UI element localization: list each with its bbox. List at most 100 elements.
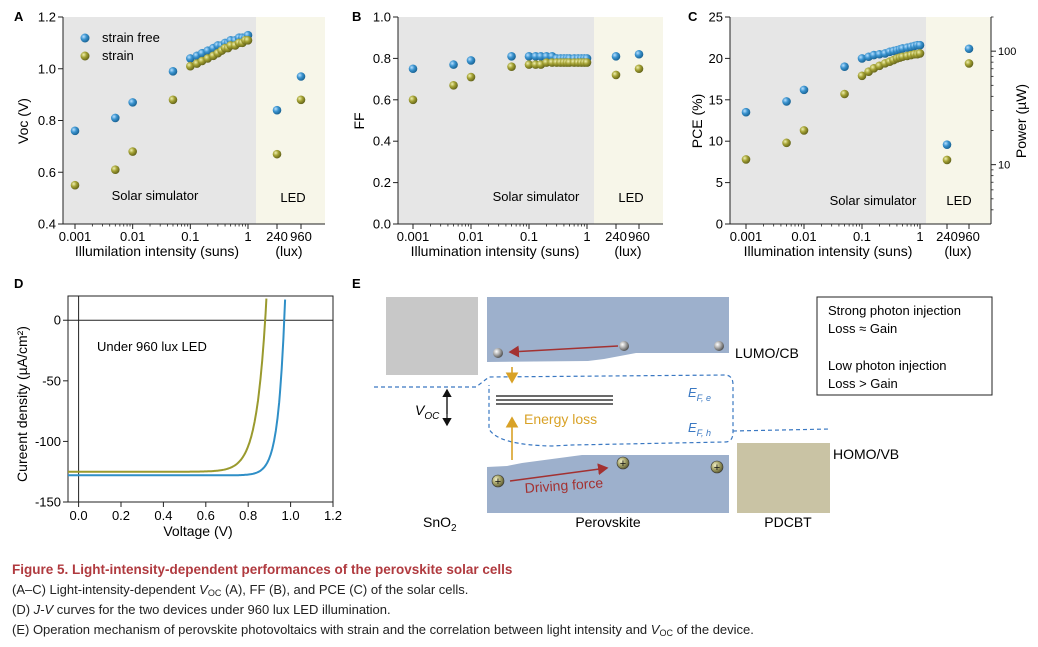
panel-d-letter: D: [14, 276, 23, 291]
pdcbt-label: PDCBT: [764, 514, 812, 530]
driving-force-label: Driving force: [524, 475, 604, 496]
point-strain-free: [524, 52, 534, 61]
panel-a-region-solar-label: Solar simulator: [112, 188, 199, 203]
panel-a-region-led-label: LED: [280, 190, 305, 205]
point-strain-free: [857, 54, 867, 63]
point-strain-free: [782, 97, 791, 106]
led-x-tick-label: 960: [958, 229, 980, 244]
legend-strain-free-label: strain free: [102, 30, 160, 45]
perovskite-label: Perovskite: [575, 514, 641, 530]
caption-line-d: (D) J-V curves for the two devices under…: [12, 602, 391, 617]
x-tick-label: 1: [244, 229, 251, 244]
panel-c-led-region: [926, 17, 991, 224]
point-strain: [915, 49, 925, 58]
y-tick-label: 0: [54, 313, 61, 328]
led-power-strain: [964, 59, 974, 68]
hole-icon: +: [616, 456, 630, 470]
point-strain-free: [408, 64, 418, 74]
jv-curve-strain: [68, 298, 268, 473]
y-tick-label: 25: [709, 10, 723, 25]
panel-b-x-label: Illumination intensity (suns): [411, 243, 580, 259]
figure-canvas: A 0.40.60.81.01.2 0.001 0.01 0.1 1 240 960 So…: [14, 9, 1029, 539]
pdcbt-block: [737, 443, 830, 513]
x-tick-label: 0.01: [791, 229, 816, 244]
x-tick-label: 0.1: [520, 229, 538, 244]
panel-c-letter: C: [688, 9, 698, 24]
caption-title: Figure 5. Light-intensity-dependent perf…: [12, 562, 513, 577]
perovskite-conduction-band: [487, 297, 729, 362]
panel-a-x-label: Illumilation intensity (suns): [75, 243, 239, 259]
y-tick-label: -50: [42, 373, 61, 388]
panel-b-region-solar-label: Solar simulator: [493, 189, 580, 204]
y-tick-label: 0.0: [373, 217, 391, 232]
point-strain-free: [507, 52, 516, 61]
right-y-tick-label: 10: [998, 160, 1010, 172]
panel-b: B 0.0 0.2 0.4 0.6 0.8 1.0 0.001 0.01 0.1 1 240 960…: [351, 9, 663, 259]
point-strain: [524, 60, 534, 69]
hole-icon: +: [491, 474, 505, 488]
panel-c-region-led-label: LED: [946, 193, 971, 208]
energy-loss-label: Energy loss: [524, 411, 597, 427]
led-point-strain-free: [634, 49, 644, 59]
y-tick-label: 0.8: [38, 113, 56, 128]
point-strain: [168, 95, 178, 105]
point-strain-free: [111, 113, 120, 123]
x-tick-label: 0.6: [197, 508, 215, 523]
pdcbt-fermi-level: [732, 428, 831, 432]
info-low-relation: Loss > Gain: [828, 376, 898, 391]
caption-line-e: (E) Operation mechanism of perovskite ph…: [12, 622, 754, 638]
driving-force-arrow: [509, 463, 609, 482]
x-tick-label: 0.1: [853, 229, 871, 244]
panel-b-letter: B: [352, 9, 361, 24]
x-tick-label: 0.01: [120, 229, 145, 244]
panel-a-letter: A: [14, 9, 24, 24]
point-strain-free: [915, 40, 925, 50]
sno2-label: SnO2: [423, 514, 457, 534]
point-strain: [840, 89, 849, 99]
electron-icon: [619, 341, 629, 351]
point-strain: [449, 81, 458, 90]
perovskite-valence-band: [487, 455, 729, 513]
point-strain-free: [128, 98, 137, 107]
x-tick-label: 0.001: [59, 229, 92, 244]
y-tick-label: 5: [716, 175, 723, 190]
x-tick-label: 0.4: [154, 508, 172, 523]
point-strain-free: [449, 60, 458, 69]
panel-a-x-label-lux: (lux): [275, 243, 302, 259]
point-strain: [582, 58, 592, 67]
led-point-strain: [611, 70, 621, 80]
led-point-strain: [634, 64, 644, 74]
led-x-tick-label: 960: [628, 229, 650, 244]
panel-d: D 0.0 0.2 0.4 0.6 0.8 1.0 1.2 0 -50 -100 -150 Unde…: [14, 276, 342, 539]
electron-quasi-fermi-label: EF, e: [688, 385, 711, 403]
x-tick-label: 0.01: [458, 229, 483, 244]
y-tick-label: 0.2: [373, 175, 391, 190]
right-y-tick-label: 100: [998, 46, 1016, 58]
figure-caption: Figure 5. Light-intensity-dependent perf…: [12, 560, 1027, 640]
led-point-strain-free: [272, 105, 282, 115]
point-strain: [111, 165, 120, 174]
homo-vb-label: HOMO/VB: [833, 446, 899, 462]
point-strain: [466, 72, 476, 82]
x-tick-label: 0.001: [397, 229, 430, 244]
panel-e-letter: E: [352, 276, 361, 291]
svg-text:+: +: [620, 458, 626, 470]
legend-strain-label: strain: [102, 48, 134, 63]
lumo-cb-label: LUMO/CB: [735, 345, 799, 361]
led-power-strain-free: [964, 44, 974, 54]
point-strain-free: [741, 107, 751, 117]
hole-icon: +: [710, 460, 724, 474]
panel-c-x-label: Illumination intensity (suns): [744, 243, 913, 259]
point-strain: [243, 35, 253, 45]
info-strong-relation: Loss ≈ Gain: [828, 321, 897, 336]
point-strain-free: [466, 56, 476, 65]
led-power-strain: [942, 155, 952, 165]
led-point-strain: [272, 149, 282, 159]
voc-label: VOC: [415, 402, 440, 422]
point-strain-free: [840, 62, 849, 71]
point-strain: [408, 95, 418, 105]
panel-c-region-solar-label: Solar simulator: [830, 193, 917, 208]
y-tick-label: 15: [709, 92, 723, 107]
y-tick-label: 1.2: [38, 10, 56, 25]
point-strain: [741, 155, 751, 164]
